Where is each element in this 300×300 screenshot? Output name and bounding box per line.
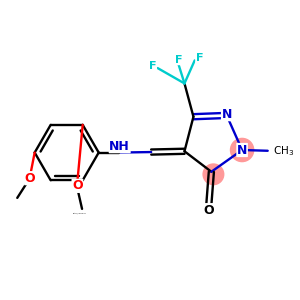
Text: O: O bbox=[203, 204, 214, 217]
Text: F: F bbox=[175, 55, 182, 65]
Text: N: N bbox=[237, 143, 247, 157]
Text: CH$_3$: CH$_3$ bbox=[273, 144, 295, 158]
Circle shape bbox=[230, 138, 254, 162]
Text: NH: NH bbox=[109, 140, 130, 153]
Text: F: F bbox=[196, 53, 203, 63]
Circle shape bbox=[202, 163, 224, 185]
Text: methyl_placeholder: methyl_placeholder bbox=[73, 212, 86, 214]
Text: N: N bbox=[221, 108, 232, 121]
Text: F: F bbox=[149, 61, 157, 71]
Text: O: O bbox=[72, 179, 83, 192]
Text: O: O bbox=[25, 172, 35, 185]
